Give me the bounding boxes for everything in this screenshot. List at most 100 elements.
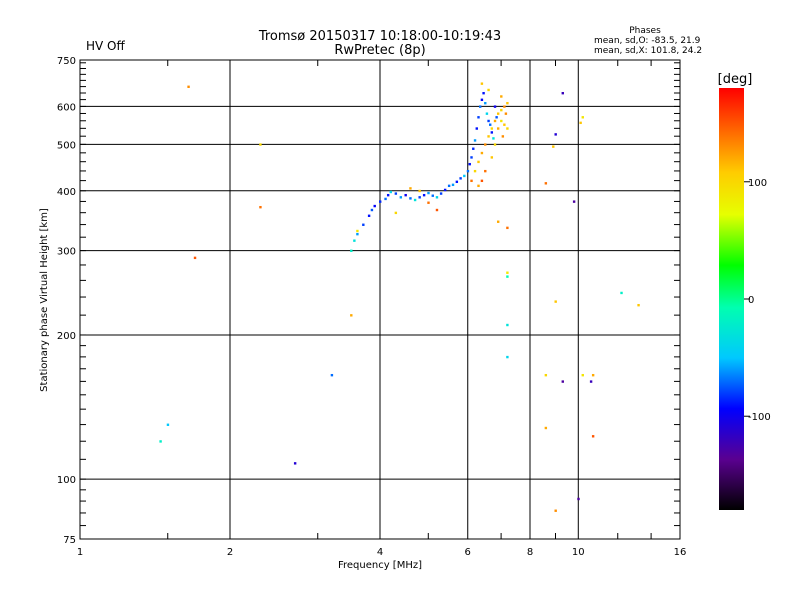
data-point bbox=[477, 184, 480, 188]
data-point bbox=[386, 193, 390, 197]
data-point bbox=[439, 192, 443, 195]
data-point bbox=[350, 249, 353, 253]
data-point bbox=[399, 196, 403, 199]
chart-title: Tromsø 20150317 10:18:00-10:19:43 bbox=[258, 29, 501, 44]
data-point bbox=[500, 95, 503, 98]
data-point bbox=[468, 162, 471, 166]
phases-heading: Phases bbox=[629, 26, 661, 36]
data-point bbox=[362, 223, 365, 226]
chart-subtitle: RwPretec (8p) bbox=[334, 43, 425, 58]
data-point bbox=[620, 291, 623, 295]
data-point bbox=[482, 91, 485, 95]
data-point bbox=[413, 198, 417, 202]
data-point bbox=[166, 423, 170, 426]
data-point bbox=[455, 180, 459, 184]
data-point bbox=[459, 177, 462, 180]
data-point bbox=[477, 160, 480, 164]
data-point bbox=[552, 145, 555, 148]
data-point bbox=[506, 226, 509, 230]
data-point bbox=[427, 191, 430, 195]
data-point bbox=[489, 123, 492, 126]
x-tick-label: 6 bbox=[465, 547, 471, 558]
data-point bbox=[477, 116, 480, 119]
data-point bbox=[577, 497, 580, 501]
data-point bbox=[193, 256, 197, 260]
data-point bbox=[506, 323, 509, 327]
data-point bbox=[480, 179, 484, 183]
data-point bbox=[572, 200, 576, 203]
data-point bbox=[493, 105, 497, 108]
data-point bbox=[422, 193, 426, 197]
data-point bbox=[496, 127, 500, 130]
data-point bbox=[394, 211, 398, 215]
data-point bbox=[490, 156, 494, 159]
data-point bbox=[496, 112, 500, 115]
y-tick-label: 300 bbox=[57, 247, 76, 258]
data-point bbox=[506, 127, 509, 130]
data-point bbox=[472, 147, 475, 150]
colorbar-label: [deg] bbox=[718, 72, 753, 87]
data-point bbox=[561, 380, 564, 383]
data-point bbox=[503, 105, 506, 108]
y-tick-labels: 75 100 200 300 400 500 600 750 bbox=[57, 56, 76, 546]
data-point bbox=[484, 101, 487, 105]
data-point bbox=[159, 440, 162, 443]
data-point bbox=[418, 196, 421, 199]
data-point bbox=[490, 127, 494, 130]
data-point bbox=[479, 105, 482, 108]
data-point bbox=[470, 179, 473, 183]
data-point bbox=[293, 462, 297, 465]
data-point bbox=[480, 82, 484, 85]
data-point bbox=[356, 232, 359, 236]
data-point bbox=[404, 193, 407, 197]
data-point bbox=[389, 190, 392, 194]
colorbar bbox=[719, 88, 744, 510]
y-tick-label: 600 bbox=[57, 102, 76, 113]
colorbar-tick-label: 0 bbox=[748, 295, 754, 306]
data-point bbox=[447, 184, 451, 188]
data-point bbox=[506, 271, 509, 274]
data-point bbox=[373, 204, 376, 208]
data-point bbox=[500, 119, 503, 123]
data-point bbox=[330, 373, 334, 377]
data-point bbox=[506, 101, 509, 105]
data-point bbox=[473, 169, 477, 173]
data-point bbox=[435, 208, 439, 212]
data-point bbox=[480, 98, 484, 101]
data-point bbox=[579, 121, 582, 125]
x-tick-labels: 1 2 4 6 8 10 16 bbox=[77, 547, 687, 558]
data-point bbox=[504, 112, 508, 115]
y-tick-label: 200 bbox=[57, 331, 76, 342]
x-tick-label: 16 bbox=[674, 547, 687, 558]
data-point bbox=[435, 196, 439, 199]
data-point bbox=[544, 182, 548, 185]
data-point bbox=[418, 189, 421, 193]
data-point bbox=[409, 197, 412, 200]
data-point bbox=[485, 112, 489, 115]
data-point bbox=[480, 151, 484, 155]
x-tick-label: 10 bbox=[572, 547, 585, 558]
data-point bbox=[490, 131, 494, 134]
y-tick-label: 100 bbox=[57, 475, 76, 486]
data-point bbox=[367, 214, 371, 217]
data-point bbox=[637, 303, 640, 307]
data-point bbox=[379, 200, 382, 203]
data-point bbox=[496, 220, 500, 223]
x-tick-label: 8 bbox=[527, 547, 533, 558]
plot-frame bbox=[79, 59, 681, 540]
data-point bbox=[427, 201, 430, 204]
x-tick-label: 4 bbox=[377, 547, 383, 558]
x-axis-label: Frequency [MHz] bbox=[338, 560, 422, 571]
y-tick-label: 75 bbox=[63, 535, 76, 546]
data-point bbox=[554, 300, 557, 303]
data-point bbox=[544, 373, 548, 377]
minor-ticks bbox=[80, 60, 680, 539]
grid-lines bbox=[80, 60, 680, 539]
data-point bbox=[475, 127, 478, 130]
data-point bbox=[470, 156, 473, 159]
data-point bbox=[544, 426, 548, 430]
data-point bbox=[350, 314, 353, 317]
hv-status: HV Off bbox=[86, 39, 125, 53]
colorbar-tick-label: 100 bbox=[748, 178, 767, 189]
